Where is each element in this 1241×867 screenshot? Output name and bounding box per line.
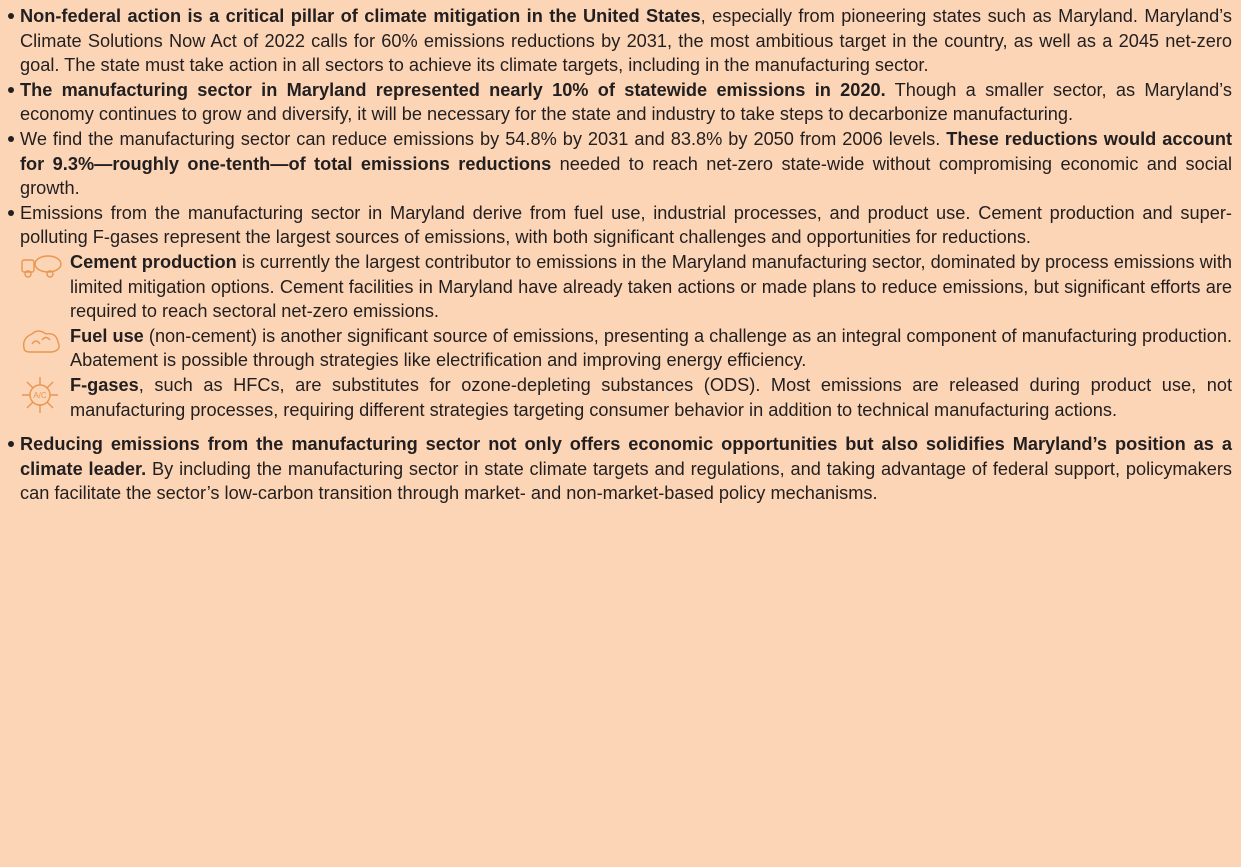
bullet: Emissions from the manufacturing sector … — [8, 201, 1232, 250]
text: (non-cement) is another significant sour… — [70, 325, 1233, 371]
text: Though a smaller sector, as Maryland’s e… — [20, 79, 1232, 125]
sub-item: Cement production is currently the large… — [8, 250, 1232, 324]
fuel-icon — [22, 330, 60, 353]
sub-item: A/C F-gases, such as HFCs, are substitut… — [8, 373, 1232, 422]
bold-text: Fuel use — [70, 325, 144, 346]
text: By including the manufacturing sector in… — [20, 458, 1232, 504]
bold-text: Cement production — [70, 251, 237, 272]
text: We find the manufacturing sector can red… — [20, 128, 947, 149]
text: Emissions from the manufacturing sector … — [20, 202, 1232, 248]
bold-text: These reductions would account for 9.3%—… — [20, 128, 1232, 174]
bold-text: F-gases — [70, 374, 139, 395]
bold-text: Non-federal action is a critical pillar … — [20, 6, 701, 26]
bold-text: Reducing emissions from the manufacturin… — [20, 434, 1232, 479]
document: Non-federal action is a critical pillar … — [8, 4, 1232, 506]
bullet: The manufacturing sector in Maryland rep… — [8, 78, 1232, 127]
text: is currently the largest contributor to … — [70, 251, 1232, 322]
sub-item: Fuel use (non-cement) is another signifi… — [8, 324, 1232, 373]
text: , especially from pioneering states such… — [20, 6, 1232, 76]
bullet: We find the manufacturing sector can red… — [8, 127, 1232, 201]
cement-truck-icon — [21, 255, 62, 278]
bullet: Non-federal action is a critical pillar … — [8, 4, 1232, 78]
ac-icon: A/C — [22, 376, 58, 413]
bullet: Reducing emissions from the manufacturin… — [8, 432, 1232, 506]
text: needed to reach net-zero state-wide with… — [20, 153, 1232, 199]
text: , such as HFCs, are substitutes for ozon… — [70, 374, 1232, 420]
bold-text: The manufacturing sector in Maryland rep… — [20, 79, 886, 100]
svg-text:A/C: A/C — [33, 391, 47, 400]
